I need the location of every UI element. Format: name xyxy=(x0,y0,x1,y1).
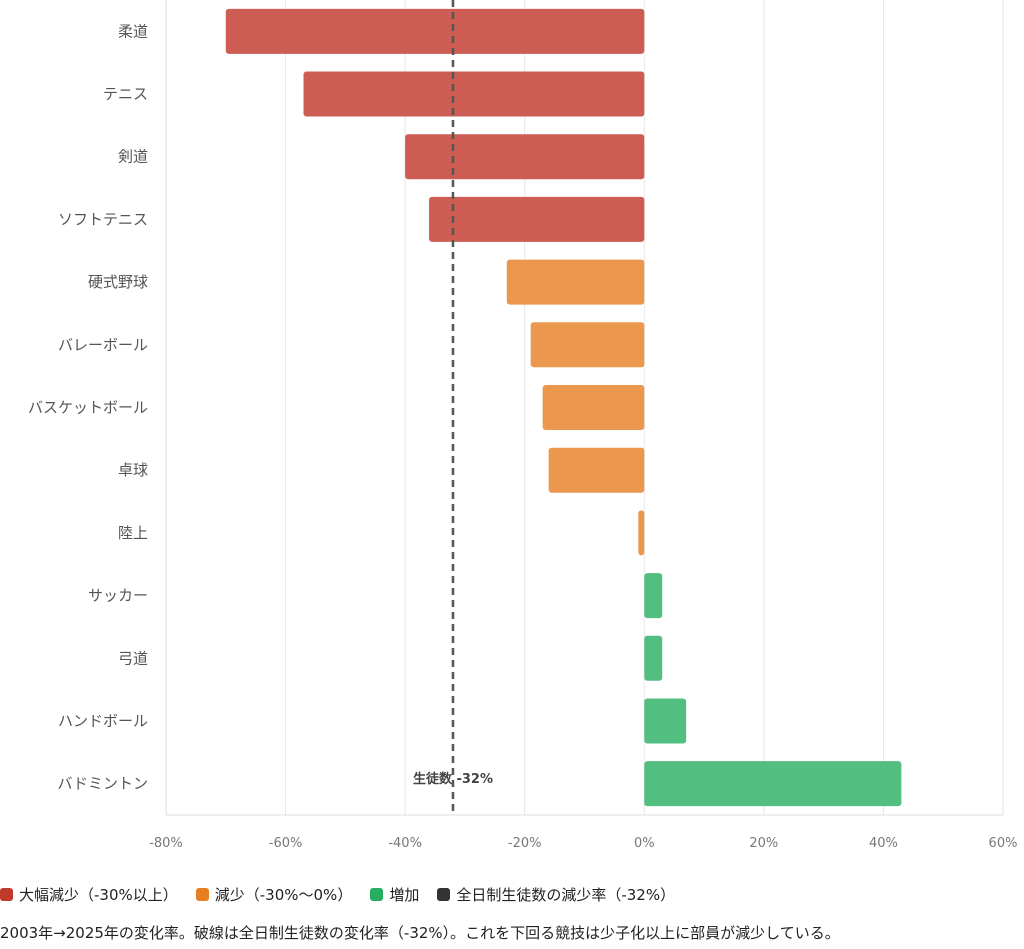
x-tick-label: -60% xyxy=(269,836,303,851)
x-tick-label: 40% xyxy=(869,836,898,851)
bar-3 xyxy=(429,196,645,242)
x-tick-label: 20% xyxy=(749,836,778,851)
bar-7 xyxy=(548,447,645,493)
y-category-label: 剣道 xyxy=(118,148,148,166)
legend-swatch xyxy=(437,888,451,901)
x-tick-label: 0% xyxy=(634,836,655,851)
legend-item-big-decrease: 大幅減少（-30%以上） xyxy=(0,884,178,905)
bar-1 xyxy=(303,71,645,117)
chart-caption: 2003年→2025年の変化率。破線は全日制生徒数の変化率（-32%）。これを下… xyxy=(0,924,840,942)
legend-label: 全日制生徒数の減少率（-32%） xyxy=(456,886,676,904)
legend-item-increase: 増加 xyxy=(370,884,419,905)
legend-item-reference: 全日制生徒数の減少率（-32%） xyxy=(437,884,675,905)
legend-label: 減少（-30%〜0%） xyxy=(214,886,353,904)
y-category-label: バスケットボール xyxy=(28,399,148,417)
bar-8 xyxy=(638,510,645,556)
x-tick-label: 60% xyxy=(989,836,1018,851)
y-category-label: テニス xyxy=(103,85,148,103)
bar-6 xyxy=(542,385,645,430)
legend-item-decrease: 減少（-30%〜0%） xyxy=(195,884,353,905)
x-tick-label: -20% xyxy=(508,836,542,851)
y-category-label: サッカー xyxy=(88,587,148,605)
y-category-label: 硬式野球 xyxy=(88,273,148,291)
y-category-label: バレーボール xyxy=(58,336,148,354)
y-category-label: 陸上 xyxy=(118,524,148,542)
y-category-label: 弓道 xyxy=(118,649,148,667)
y-category-label: ソフトテニス xyxy=(58,210,148,228)
bar-0 xyxy=(225,8,645,54)
y-category-label: ハンドボール xyxy=(58,712,148,730)
bar-9 xyxy=(644,573,663,619)
legend-swatch xyxy=(195,888,209,901)
legend-swatch xyxy=(0,888,13,901)
y-category-label: 卓球 xyxy=(118,461,148,479)
bar-5 xyxy=(530,322,645,368)
bar-chart: -80% -60% -40% -20% 0% 20% 40% 60% 柔道テニス剣道ソフトテニス… xyxy=(28,0,1018,851)
x-tick-label: -40% xyxy=(388,836,422,851)
y-category-label: バドミントン xyxy=(58,775,148,793)
bar-12 xyxy=(644,761,902,807)
reference-line-label: 生徒数 -32% xyxy=(413,771,493,787)
x-tick-label: -80% xyxy=(149,836,183,851)
legend: 大幅減少（-30%以上） 減少（-30%〜0%） 増加 全日制生徒数の減少率（-… xyxy=(0,884,675,905)
bar-11 xyxy=(644,698,687,744)
legend-label: 大幅減少（-30%以上） xyxy=(19,886,178,904)
legend-swatch xyxy=(370,888,384,901)
bar-4 xyxy=(506,259,645,305)
legend-label: 増加 xyxy=(389,886,420,904)
y-category-label: 柔道 xyxy=(118,22,148,40)
bar-10 xyxy=(644,635,663,681)
bar-2 xyxy=(405,134,645,180)
